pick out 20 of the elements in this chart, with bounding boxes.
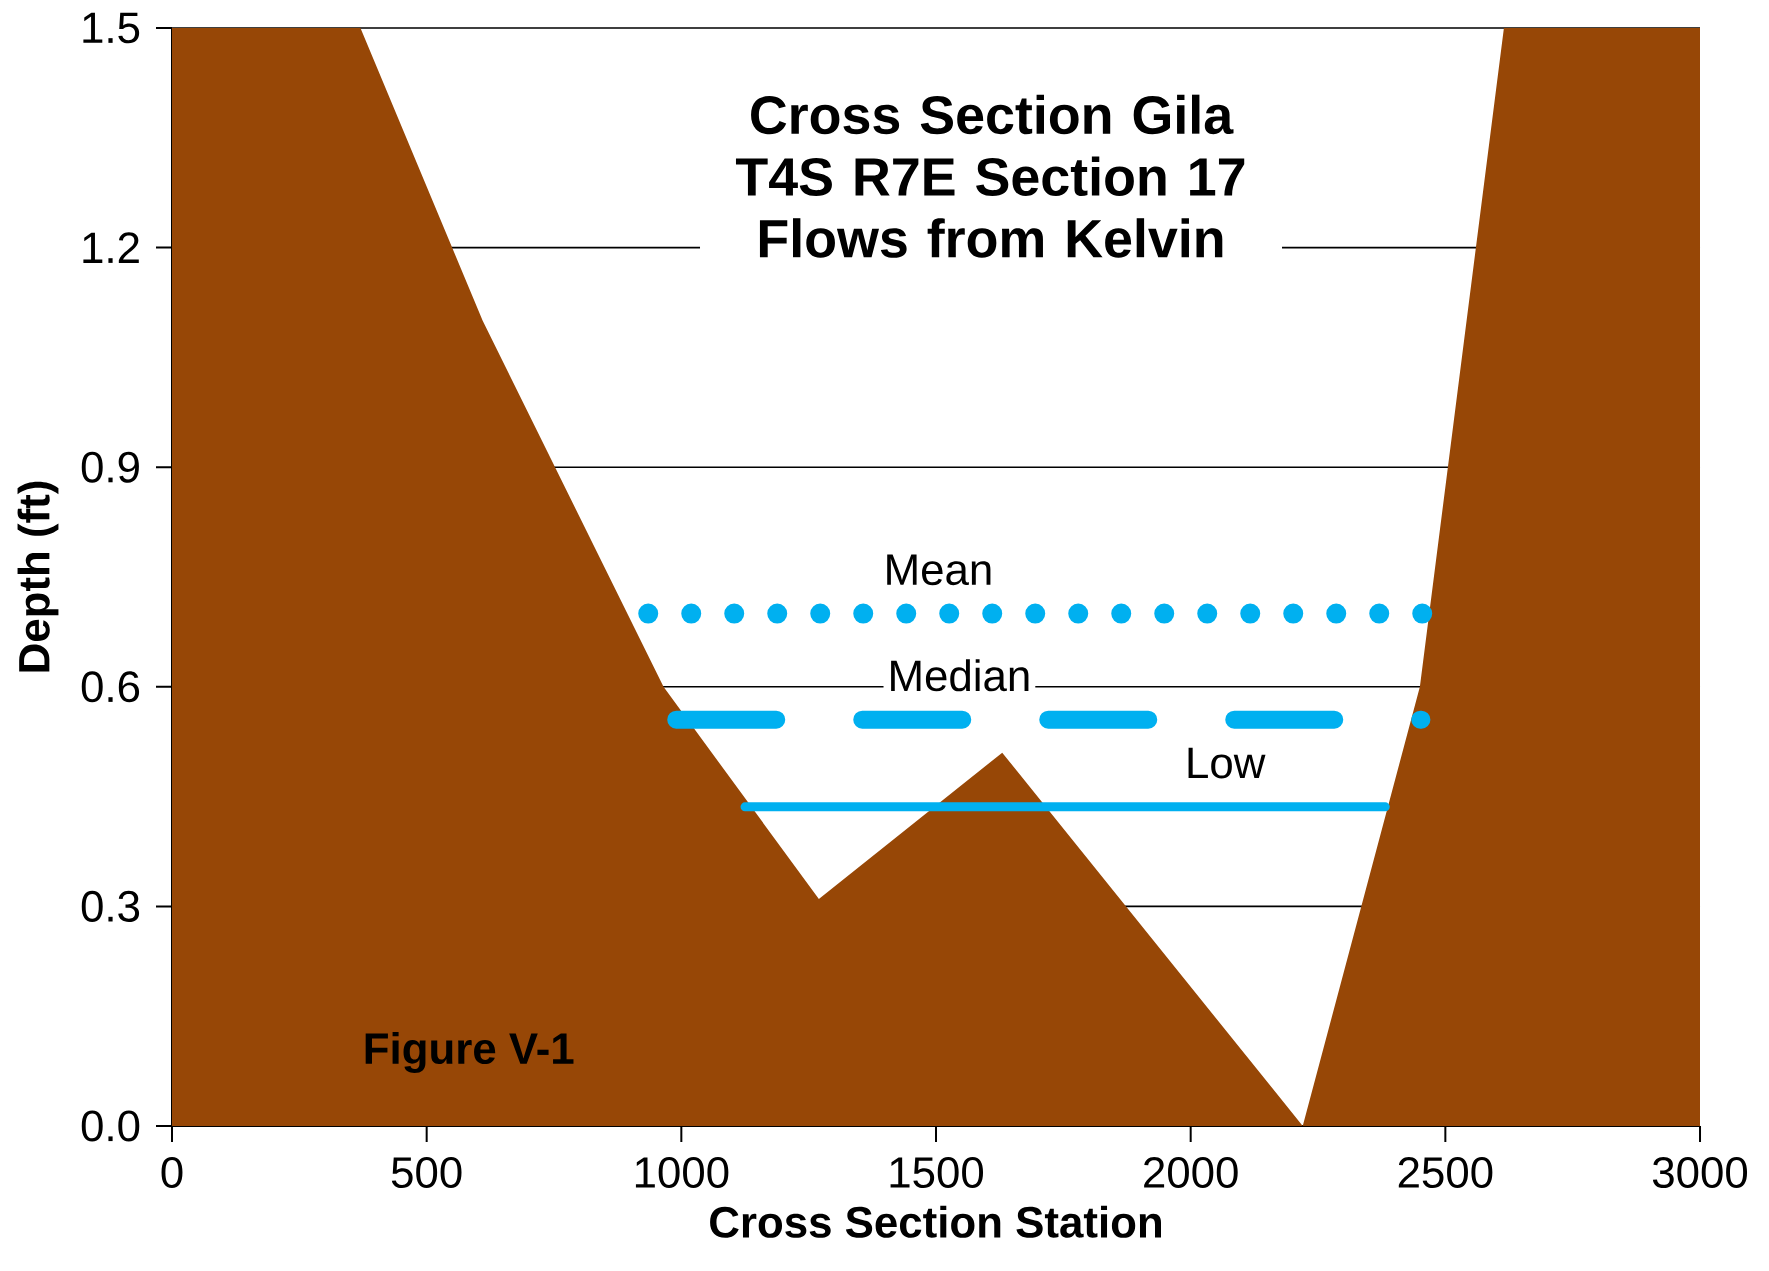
x-tick-label: 500 (391, 1156, 462, 1189)
annotation: Figure V-1 (365, 1031, 574, 1073)
series-label: Mean (887, 554, 991, 586)
y-tick-label: 0.3 (81, 890, 140, 922)
series-label: Median (891, 659, 1029, 692)
y-tick-label: 1.2 (83, 232, 139, 263)
x-tick-label: 2000 (1144, 1156, 1238, 1189)
y-tick-label: 1.5 (83, 12, 140, 44)
y-tick-label: 0.6 (81, 671, 140, 703)
text: Cross Section Gila T4S R7E Section 17 Flows from Kelvin (735, 94, 1245, 258)
x-tick-label: 1500 (890, 1156, 984, 1189)
x-tick-label: 0 (161, 1156, 183, 1189)
y-tick-label: 0.0 (81, 1110, 140, 1142)
series-label: Low (1188, 747, 1266, 779)
x-tick-label: 1000 (635, 1156, 729, 1189)
y-axis-title: Depth (ft) (17, 481, 59, 672)
x-tick-label: 2500 (1398, 1156, 1493, 1189)
x-axis-title: Cross Section Station (710, 1205, 1161, 1238)
x-tick-label: 3000 (1652, 1156, 1748, 1189)
y-tick-label: 0.9 (81, 451, 139, 483)
